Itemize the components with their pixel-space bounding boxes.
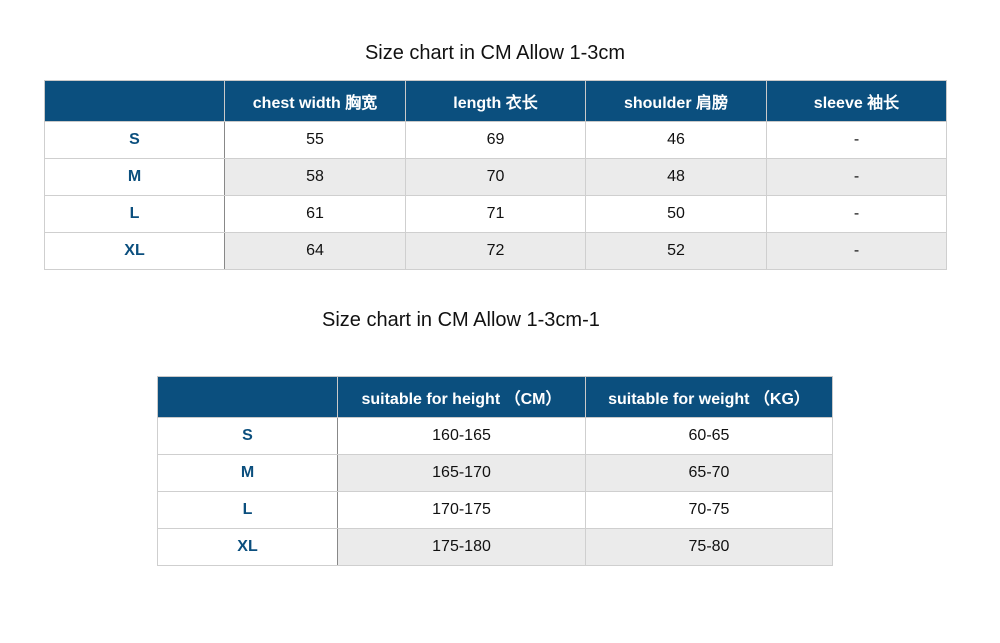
table-row: S 160-165 60-65	[157, 417, 833, 455]
table-cell: 60-65	[585, 417, 833, 455]
table-cell: 55	[224, 121, 406, 159]
table-row: XL 64 72 52 -	[44, 232, 947, 270]
table-cell: 46	[585, 121, 767, 159]
table-row: M 58 70 48 -	[44, 158, 947, 196]
table-row: XL 175-180 75-80	[157, 528, 833, 566]
table-cell: 48	[585, 158, 767, 196]
header-cell	[157, 376, 338, 418]
header-cell: shoulder 肩膀	[585, 80, 767, 122]
table-row: S 55 69 46 -	[44, 121, 947, 159]
size-chart-title: Size chart in CM Allow 1-3cm	[364, 42, 626, 64]
header-cell: length 衣长	[405, 80, 586, 122]
header-cell: sleeve 袖长	[766, 80, 947, 122]
height-weight-chart-title: Size chart in CM Allow 1-3cm-1	[322, 309, 600, 331]
size-label: L	[157, 491, 338, 529]
table-cell: 70	[405, 158, 586, 196]
header-row: chest width 胸宽 length 衣长 shoulder 肩膀 sle…	[44, 80, 947, 122]
table-cell: -	[766, 121, 947, 159]
table-cell: -	[766, 232, 947, 270]
table-row: M 165-170 65-70	[157, 454, 833, 492]
size-label: M	[157, 454, 338, 492]
header-cell: suitable for weight （KG）	[585, 376, 833, 418]
size-label: XL	[157, 528, 338, 566]
table-cell: 65-70	[585, 454, 833, 492]
table-cell: 70-75	[585, 491, 833, 529]
table-cell: 69	[405, 121, 586, 159]
header-cell: suitable for height （CM）	[337, 376, 586, 418]
header-row: suitable for height （CM） suitable for we…	[157, 376, 833, 418]
table-cell: 52	[585, 232, 767, 270]
table-cell: 64	[224, 232, 406, 270]
table-cell: 175-180	[337, 528, 586, 566]
header-cell	[44, 80, 225, 122]
table-cell: 75-80	[585, 528, 833, 566]
table-cell: 58	[224, 158, 406, 196]
size-label: M	[44, 158, 225, 196]
size-label: S	[157, 417, 338, 455]
height-weight-table: suitable for height （CM） suitable for we…	[157, 376, 833, 566]
size-label: XL	[44, 232, 225, 270]
size-chart-table: chest width 胸宽 length 衣长 shoulder 肩膀 sle…	[44, 80, 947, 270]
table-cell: 50	[585, 195, 767, 233]
table-cell: -	[766, 195, 947, 233]
table-cell: 61	[224, 195, 406, 233]
table-cell: -	[766, 158, 947, 196]
table-cell: 72	[405, 232, 586, 270]
table-cell: 71	[405, 195, 586, 233]
size-label: S	[44, 121, 225, 159]
table-cell: 160-165	[337, 417, 586, 455]
table-row: L 170-175 70-75	[157, 491, 833, 529]
table-row: L 61 71 50 -	[44, 195, 947, 233]
table-cell: 165-170	[337, 454, 586, 492]
header-cell: chest width 胸宽	[224, 80, 406, 122]
table-cell: 170-175	[337, 491, 586, 529]
size-label: L	[44, 195, 225, 233]
